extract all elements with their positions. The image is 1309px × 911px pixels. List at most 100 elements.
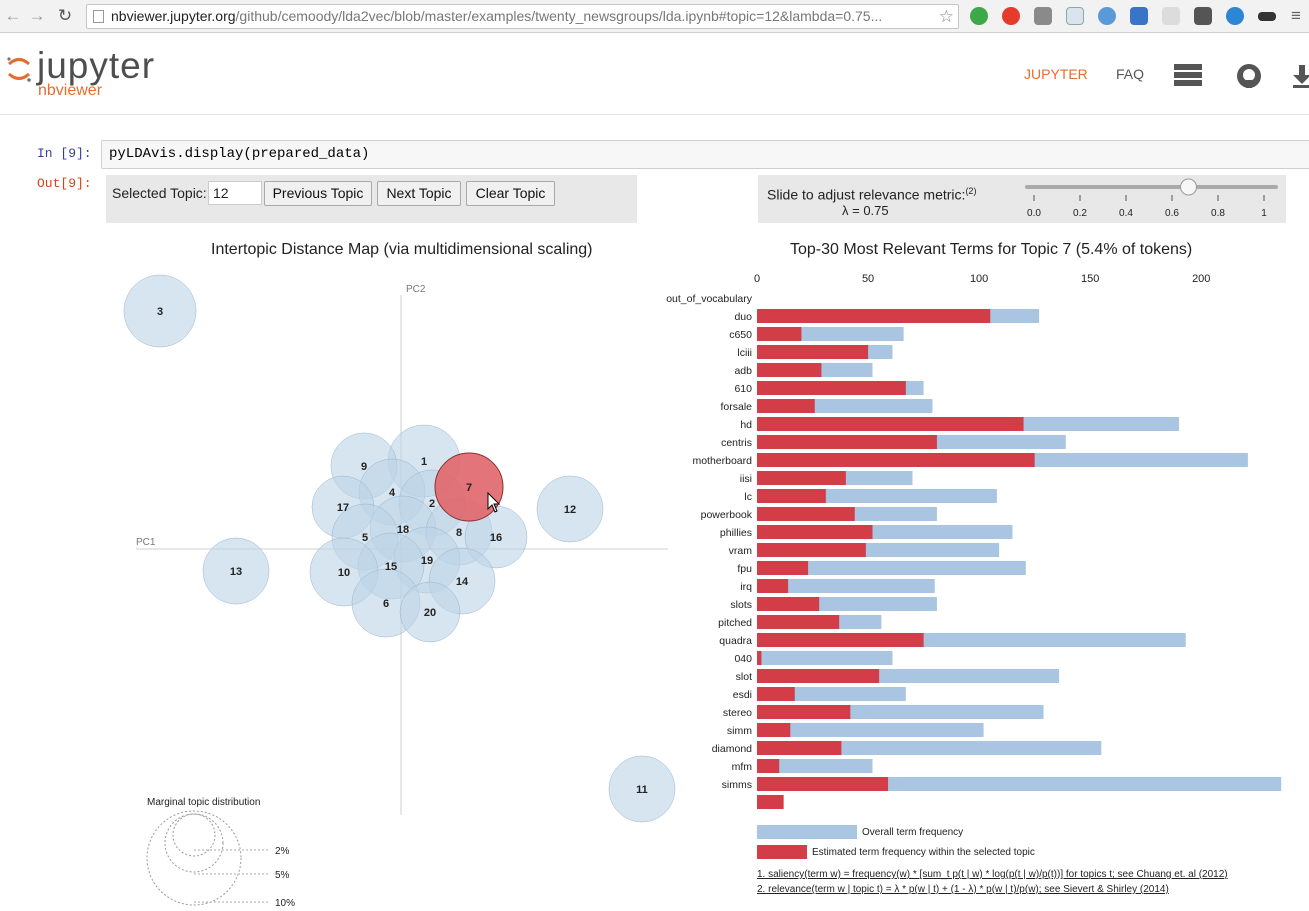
clear-topic-button[interactable]: Clear Topic: [466, 181, 555, 206]
ghostery-icon[interactable]: [1034, 7, 1052, 25]
address-bar[interactable]: nbviewer.jupyter.org/github/cemoody/lda2…: [86, 4, 959, 29]
bookmark-star-icon[interactable]: ☆: [938, 7, 954, 26]
topic-circle-11[interactable]: [608, 755, 676, 823]
term-label[interactable]: powerbook: [701, 509, 753, 521]
footnote-saliency[interactable]: 1. saliency(term w) = frequency(w) * [su…: [757, 869, 1228, 880]
topic-circle-3[interactable]: [123, 274, 197, 348]
selected-bar[interactable]: [757, 435, 937, 449]
forward-icon[interactable]: →: [28, 6, 46, 25]
term-label[interactable]: duo: [734, 311, 752, 323]
selected-bar[interactable]: [757, 345, 869, 359]
overall-bar[interactable]: [757, 741, 1102, 755]
term-label[interactable]: adb: [734, 365, 752, 377]
term-label[interactable]: simm: [727, 725, 752, 737]
back-icon[interactable]: ←: [4, 6, 22, 25]
term-label[interactable]: mfm: [732, 761, 753, 773]
evernote-icon[interactable]: [970, 7, 988, 25]
overall-bar[interactable]: [757, 723, 984, 737]
selected-bar[interactable]: [757, 795, 784, 809]
selected-bar[interactable]: [757, 471, 846, 485]
music-icon[interactable]: [1130, 7, 1148, 25]
selected-bar[interactable]: [757, 669, 880, 683]
term-label[interactable]: lciii: [737, 347, 752, 359]
slider-handle[interactable]: [1180, 178, 1197, 196]
selected-bar[interactable]: [757, 723, 791, 737]
nav-jupyter-link[interactable]: JUPYTER: [1024, 66, 1088, 82]
next-topic-button[interactable]: Next Topic: [377, 181, 461, 206]
term-label[interactable]: centris: [721, 437, 752, 449]
selected-bar[interactable]: [757, 507, 855, 521]
selected-bar[interactable]: [757, 615, 840, 629]
nav-faq-link[interactable]: FAQ: [1116, 66, 1145, 82]
overall-bar[interactable]: [757, 651, 893, 665]
chat-icon[interactable]: [1226, 7, 1244, 25]
footnote-relevance[interactable]: 2. relevance(term w | topic t) = λ * p(w…: [757, 884, 1169, 895]
menu-icon[interactable]: ≡: [1291, 6, 1301, 25]
reload-icon[interactable]: ↻: [57, 6, 73, 25]
topic-circle-12[interactable]: [536, 475, 604, 543]
slider-tick-label: 0.2: [1073, 208, 1087, 219]
server-icon[interactable]: [1173, 63, 1203, 87]
term-label[interactable]: stereo: [723, 707, 752, 719]
term-label[interactable]: phillies: [720, 527, 752, 539]
term-label[interactable]: motherboard: [692, 455, 752, 467]
selected-bar[interactable]: [757, 363, 822, 377]
term-label[interactable]: irq: [740, 581, 752, 593]
pocket-icon[interactable]: [1194, 7, 1212, 25]
term-label[interactable]: esdi: [733, 689, 752, 701]
out-prompt: Out[9]:: [37, 176, 92, 191]
term-label[interactable]: lc: [744, 491, 752, 503]
selected-bar[interactable]: [757, 633, 924, 647]
topic-circle-13[interactable]: [202, 537, 270, 605]
term-label[interactable]: out_of_vocabulary: [666, 293, 753, 305]
selected-bar[interactable]: [757, 741, 842, 755]
selected-topic-input[interactable]: 12: [208, 181, 262, 205]
selected-bar[interactable]: [757, 525, 873, 539]
term-label[interactable]: pitched: [718, 617, 752, 629]
selected-bar[interactable]: [757, 651, 762, 665]
selected-bar[interactable]: [757, 453, 1035, 467]
previous-topic-button[interactable]: Previous Topic: [264, 181, 372, 206]
opera-icon[interactable]: [1002, 7, 1020, 25]
topic-circle-20[interactable]: [399, 581, 461, 643]
download-icon[interactable]: [1293, 63, 1309, 89]
term-label[interactable]: slots: [730, 599, 752, 611]
term-label[interactable]: iisi: [740, 473, 752, 485]
term-label[interactable]: 610: [734, 383, 752, 395]
term-label[interactable]: forsale: [720, 401, 752, 413]
term-label[interactable]: fpu: [737, 563, 752, 575]
incognito-icon[interactable]: [1258, 12, 1276, 21]
onenote-icon[interactable]: [1066, 7, 1084, 25]
selected-bar[interactable]: [757, 759, 780, 773]
term-label[interactable]: hd: [740, 419, 752, 431]
shield-icon[interactable]: [1162, 7, 1180, 25]
term-label[interactable]: diamond: [712, 743, 752, 755]
selected-bar[interactable]: [757, 399, 815, 413]
term-label[interactable]: c650: [729, 329, 752, 341]
selected-bar[interactable]: [757, 543, 866, 557]
selected-bar[interactable]: [757, 417, 1024, 431]
overall-bar[interactable]: [757, 561, 1026, 575]
overall-bar[interactable]: [757, 579, 935, 593]
code-cell[interactable]: pyLDAvis.display(prepared_data): [101, 140, 1309, 169]
overall-bar[interactable]: [757, 759, 873, 773]
term-label[interactable]: slot: [736, 671, 752, 683]
selected-bar[interactable]: [757, 381, 906, 395]
topic-circle-7[interactable]: [434, 452, 504, 522]
selected-bar[interactable]: [757, 561, 809, 575]
selected-bar[interactable]: [757, 489, 826, 503]
selected-bar[interactable]: [757, 327, 802, 341]
vimium-icon[interactable]: [1098, 7, 1116, 25]
selected-bar[interactable]: [757, 579, 789, 593]
selected-bar[interactable]: [757, 777, 889, 791]
selected-bar[interactable]: [757, 309, 991, 323]
selected-bar[interactable]: [757, 705, 851, 719]
term-label[interactable]: simms: [722, 779, 752, 791]
selected-bar[interactable]: [757, 687, 795, 701]
term-label[interactable]: quadra: [719, 635, 752, 647]
term-label[interactable]: 040: [734, 653, 752, 665]
term-label[interactable]: vram: [729, 545, 753, 557]
github-icon[interactable]: [1236, 63, 1262, 89]
relevance-slider[interactable]: 0.0 0.2 0.4 0.6 0.8 1: [1025, 178, 1278, 219]
selected-bar[interactable]: [757, 597, 820, 611]
